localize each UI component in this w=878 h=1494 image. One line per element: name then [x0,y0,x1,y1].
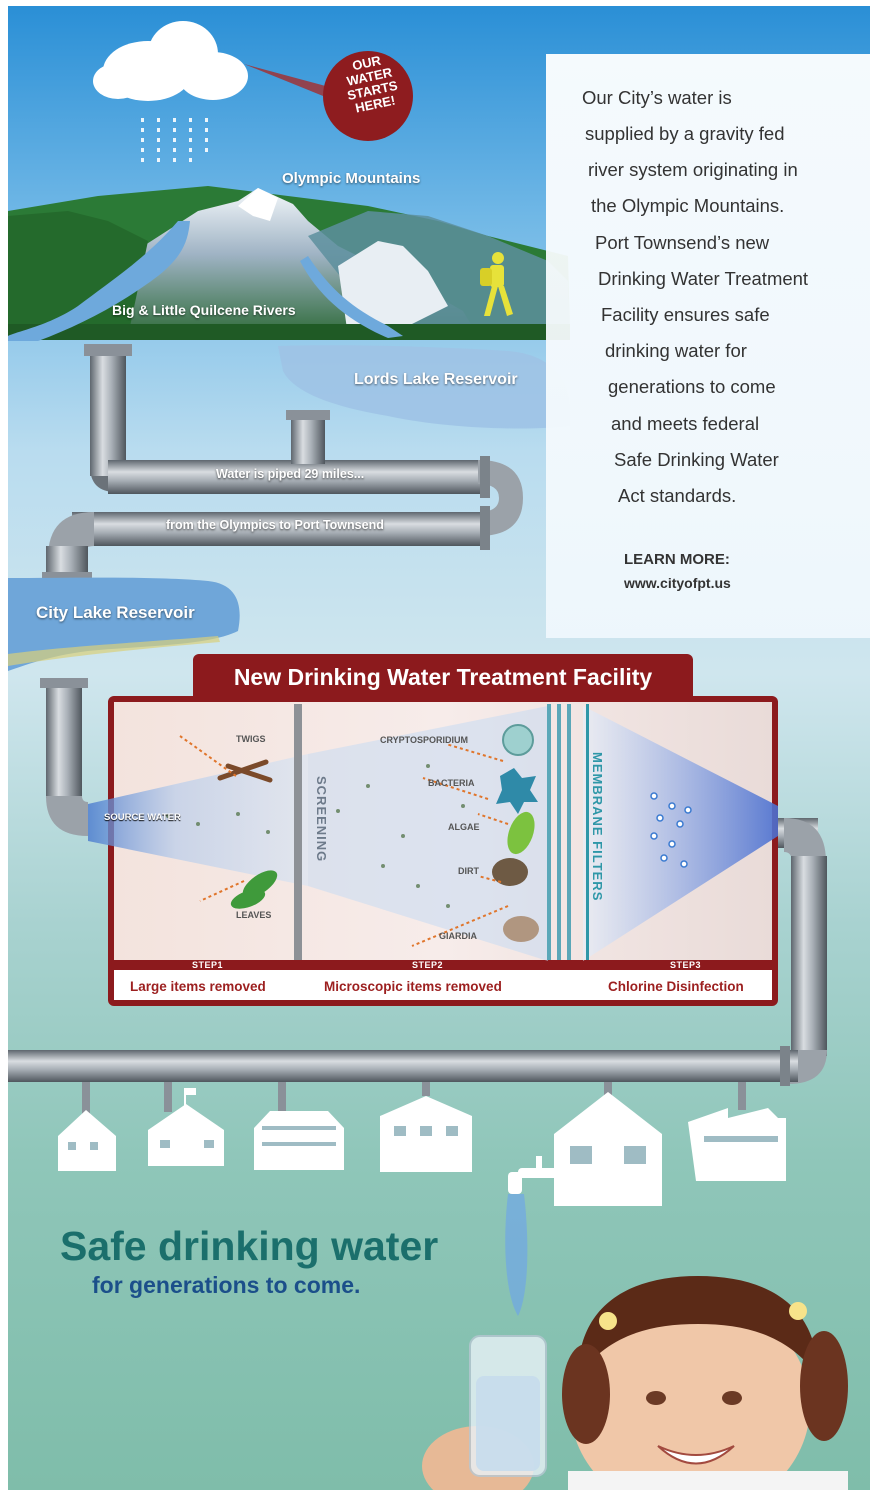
label-lords-lake: Lords Lake Reservoir [354,371,518,388]
algae-label: ALGAE [448,822,480,832]
label-rivers: Big & Little Quilcene Rivers [112,302,296,318]
info-line: the Olympic Mountains. [591,195,785,216]
info-line: Port Townsend’s new [595,232,770,253]
facility-title-banner: New Drinking Water Treatment Facility [193,654,693,702]
leaves-label: LEAVES [236,910,272,920]
mountains-illustration [8,186,570,340]
leaves-icon [230,870,278,909]
city-lake-illustration [8,577,240,671]
lords-lake-illustration [278,345,570,429]
dirt-icon [492,858,528,886]
label-olympic-mountains: Olympic Mountains [282,170,421,187]
badge-circle [323,51,413,141]
screening-label: SCREENING [314,776,329,863]
info-line: Drinking Water Treatment [598,268,809,289]
home-large-icon [554,1092,662,1206]
house-icon [58,1110,116,1171]
step-number: STEP2 [412,960,444,970]
cryptosporidium-label: CRYPTOSPORIDIUM [380,735,469,745]
step-label: Large items removed [130,979,266,994]
hiker-icon [480,252,513,316]
info-line: river system originating in [588,159,798,180]
step-number: STEP3 [670,960,702,970]
membrane-filters-label: MEMBRANE FILTERS [590,752,605,902]
office-building-icon [254,1111,344,1170]
scene-artwork [8,21,848,1490]
badge-pointer [244,64,333,98]
info-line: Our City’s water is [582,87,732,108]
infographic: OUR WATER STARTS HERE! Olympic Mountains… [8,6,870,1490]
info-line: Act standards. [618,485,737,506]
giardia-label: GIARDIA [439,931,477,941]
tagline-subheadline: for generations to come. [92,1272,361,1298]
algae-icon [507,811,535,855]
bacteria-icon [496,768,538,814]
bacteria-label: BACTERIA [428,778,475,788]
twigs-icon [217,759,273,783]
cloud-icon [93,21,248,101]
info-line: Facility ensures safe [601,304,770,325]
info-line: and meets federal [611,413,760,434]
info-line: supplied by a gravity fed [585,123,785,144]
label-city-lake: City Lake Reservoir [36,603,195,622]
rain-icon [141,118,208,162]
step-label: Chlorine Disinfection [608,979,744,994]
website-link[interactable]: www.cityofpt.us [624,575,731,591]
water-stream [505,1194,528,1316]
info-line: drinking water for [605,340,747,361]
twigs-label: TWIGS [236,734,266,744]
tagline-headline: Safe drinking water [60,1223,439,1269]
child-illustration [422,1276,848,1490]
facility-title: New Drinking Water Treatment Facility [233,664,653,690]
cryptosporidium-icon [502,724,534,756]
info-line: generations to come [608,376,776,397]
info-panel [546,54,870,638]
factory-icon [688,1108,786,1181]
river-illustration [8,221,190,341]
step-number: STEP1 [192,960,224,970]
dirt-label: DIRT [458,866,479,876]
info-line: Safe Drinking Water [614,449,779,470]
label-pipe-miles: Water is piped 29 miles... [216,467,365,481]
giardia-icon [503,916,539,942]
learn-more-label: LEARN MORE: [624,551,730,568]
label-pipe-route: from the Olympics to Port Townsend [166,518,384,532]
step-label: Microscopic items removed [324,979,502,994]
water-glass-icon [469,1335,547,1477]
school-icon [148,1088,224,1166]
faucet-icon [508,1156,566,1194]
source-water-label: SOURCE WATER [104,812,181,823]
